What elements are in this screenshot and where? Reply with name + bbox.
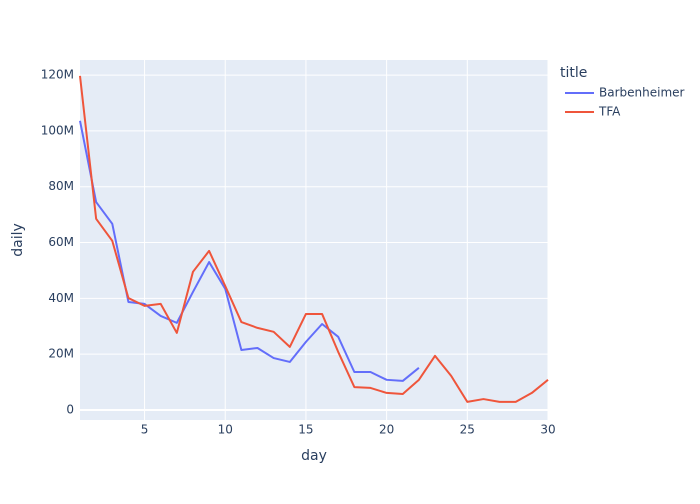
legend-label: TFA	[598, 105, 621, 119]
y-tick-label: 40M	[48, 291, 74, 305]
y-tick-label: 80M	[48, 179, 74, 193]
y-axis-title: daily	[10, 223, 26, 257]
series-line	[79, 75, 549, 403]
x-axis-title: day	[301, 448, 327, 464]
x-tick-label: 15	[298, 423, 313, 437]
lines	[79, 75, 549, 403]
plot-area	[80, 60, 548, 420]
x-tick-label: 5	[141, 423, 149, 437]
x-tick-label: 20	[379, 423, 394, 437]
y-tick-label: 120M	[41, 68, 74, 82]
x-tick-label: 30	[540, 423, 555, 437]
y-tick-label: 0	[66, 402, 74, 416]
legend-title: title	[560, 65, 587, 81]
x-tick-label: 25	[460, 423, 475, 437]
legend-label: Barbenheimer	[599, 86, 685, 100]
y-tick-label: 60M	[48, 235, 74, 249]
y-tick-label: 20M	[48, 347, 74, 361]
grid	[80, 60, 549, 420]
x-tick-label: 10	[218, 423, 233, 437]
y-tick-label: 100M	[41, 123, 74, 137]
